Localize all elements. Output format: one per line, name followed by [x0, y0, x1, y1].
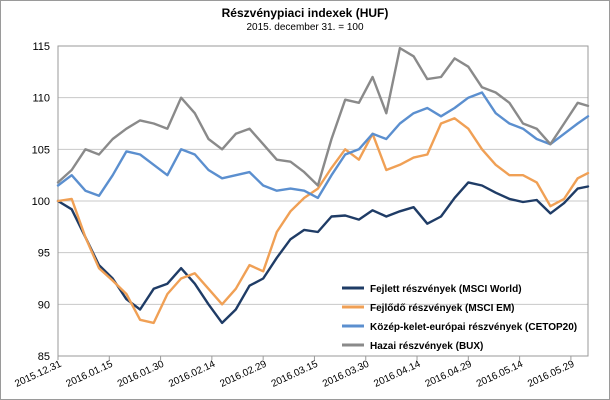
- y-tick-label: 90: [38, 299, 50, 311]
- x-tick-label: 2016.02.14: [167, 359, 217, 390]
- legend-label-3: Közép-kelet-európai részvények (CETOP20): [370, 322, 577, 333]
- series-line-1: [56, 181, 590, 325]
- legend-label-1: Fejlett részvények (MSCI World): [370, 284, 522, 295]
- legend: Fejlett részvények (MSCI World) Fejlődő r…: [342, 284, 577, 352]
- legend-label-4: Hazai részvények (BUX): [370, 341, 483, 352]
- legend-label-2: Fejlődő részvények (MSCI EM): [370, 303, 514, 314]
- x-tick-label: 2016.03.30: [321, 359, 371, 390]
- y-tick-label: 110: [32, 93, 50, 105]
- x-tick-label: 2016.01.30: [116, 359, 166, 390]
- x-tick-label: 2016.03.15: [270, 359, 320, 390]
- series-line-3: [56, 91, 590, 200]
- y-tick-label: 95: [38, 248, 50, 260]
- x-tick-label: 2016.04.29: [424, 359, 474, 390]
- chart-title: Részvénypiaci indexek (HUF): [221, 6, 389, 20]
- x-tick-label: 2016.05.29: [526, 359, 576, 390]
- y-tick-label: 115: [32, 41, 50, 53]
- y-tick-label: 105: [32, 144, 50, 156]
- x-tick-label: 2016.02.29: [218, 359, 268, 390]
- x-tick-label: 2015.12.31: [13, 359, 63, 390]
- series-line-2: [56, 117, 590, 325]
- x-axis: 2015.12.31 2016.01.15 2016.01.30 2016.02.14…: [13, 356, 577, 390]
- y-tick-label: 100: [32, 196, 50, 208]
- series-lines: [56, 46, 590, 325]
- y-tick-label: 85: [38, 351, 50, 363]
- y-axis: 85 90 95 100 105 110 115: [32, 41, 50, 363]
- chart-subtitle: 2015. december 31. = 100: [246, 22, 364, 33]
- x-tick-label: 2016.04.14: [372, 359, 422, 390]
- x-tick-label: 2016.05.14: [475, 359, 525, 390]
- series-line-4: [56, 46, 590, 187]
- x-tick-label: 2016.01.15: [65, 359, 115, 390]
